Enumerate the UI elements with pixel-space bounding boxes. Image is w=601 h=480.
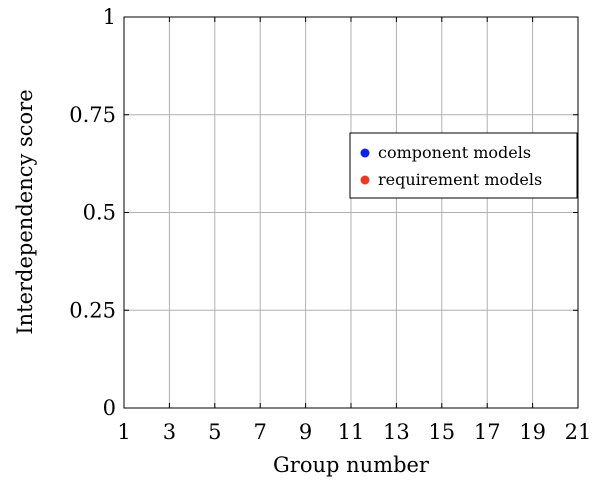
y-tick-label: 0: [103, 396, 116, 420]
legend-label-requirement-models: requirement models: [378, 170, 542, 189]
legend-label-component-models: component models: [378, 143, 531, 162]
y-axis-title: Interdependency score: [13, 89, 37, 334]
x-tick-label: 3: [163, 420, 176, 444]
grid: [123, 16, 579, 409]
y-tick-label: 0.25: [69, 298, 116, 322]
legend: component models requirement models: [349, 132, 578, 199]
legend-marker-component-models: [360, 148, 370, 158]
x-tick-label: 1: [117, 420, 130, 444]
x-tick-label: 19: [519, 420, 546, 444]
x-tick-label: 17: [474, 420, 501, 444]
y-tick-label: 0.5: [83, 201, 116, 225]
x-tick-label: 13: [383, 420, 410, 444]
x-axis-title: Group number: [273, 453, 430, 477]
x-tick-label: 5: [208, 420, 221, 444]
x-tick-label: 15: [428, 420, 455, 444]
x-tick-label: 7: [254, 420, 267, 444]
x-tick-label: 11: [338, 420, 365, 444]
legend-box: [349, 132, 578, 199]
legend-marker-requirement-models: [360, 175, 370, 185]
x-tick-label: 21: [565, 420, 592, 444]
y-tick-label: 0.75: [69, 103, 116, 127]
x-tick-label: 9: [299, 420, 312, 444]
y-tick-label: 1: [103, 5, 116, 29]
